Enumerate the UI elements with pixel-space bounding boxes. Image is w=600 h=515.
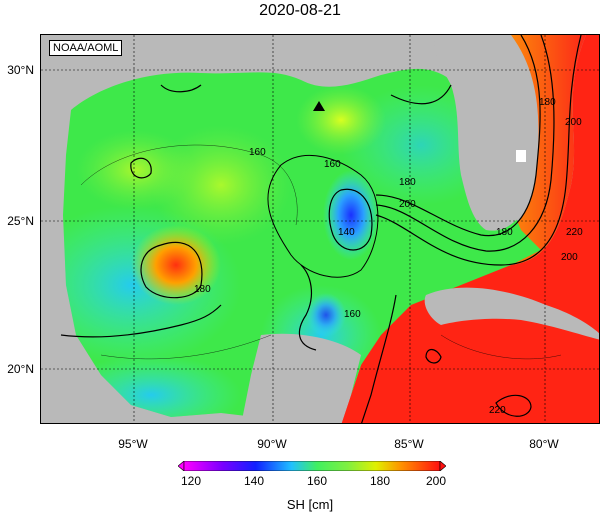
colorbar-title: SH [cm]: [286, 497, 334, 512]
contour-label: 180: [496, 227, 513, 238]
contour-label: 180: [399, 177, 416, 188]
colorbar-tick-120: 120: [180, 474, 202, 488]
map-panel: 160 160 180 180 200 140 180 200 160 180 …: [40, 34, 600, 424]
gulf-stream-band: [376, 35, 586, 266]
map-title: 2020-08-21: [259, 2, 341, 19]
contour-label: 180: [194, 284, 211, 295]
colorbar: [178, 461, 446, 471]
lon-label-85w: 85°W: [394, 437, 424, 451]
yucatan-land: [241, 333, 361, 423]
contour-label: 200: [399, 199, 416, 210]
contour-label: 200: [565, 117, 582, 128]
contour-lines: [60, 35, 582, 423]
lon-label-80w: 80°W: [529, 437, 559, 451]
colorbar-tick-160: 160: [306, 474, 328, 488]
colorbar-tick-200: 200: [425, 474, 447, 488]
sea-height-map: 160 160 180 180 200 140 180 200 160 180 …: [41, 35, 599, 423]
cuba-land: [424, 287, 599, 340]
lat-label-25n: 25°N: [7, 214, 34, 228]
colorbar-tick-140: 140: [243, 474, 265, 488]
credit-label: NOAA/AOML: [49, 40, 123, 56]
buoy-triangle-marker: [313, 101, 325, 111]
contour-label: 160: [249, 147, 266, 158]
lat-label-20n: 20°N: [7, 362, 34, 376]
caribbean-warm-region: [341, 35, 599, 423]
lon-label-95w: 95°W: [118, 437, 148, 451]
contour-label: 220: [489, 405, 506, 416]
lon-label-90w: 90°W: [257, 437, 287, 451]
contour-label: 160: [344, 309, 361, 320]
contour-label: 220: [566, 227, 583, 238]
contour-label: 160: [324, 159, 341, 170]
contour-label: 140: [338, 227, 355, 238]
colorbar-tick-180: 180: [369, 474, 391, 488]
contour-label: 200: [561, 252, 578, 263]
florida-land: [434, 35, 538, 231]
graticule: [41, 35, 599, 423]
contour-label: 180: [539, 97, 556, 108]
lat-label-30n: 30°N: [7, 63, 34, 77]
